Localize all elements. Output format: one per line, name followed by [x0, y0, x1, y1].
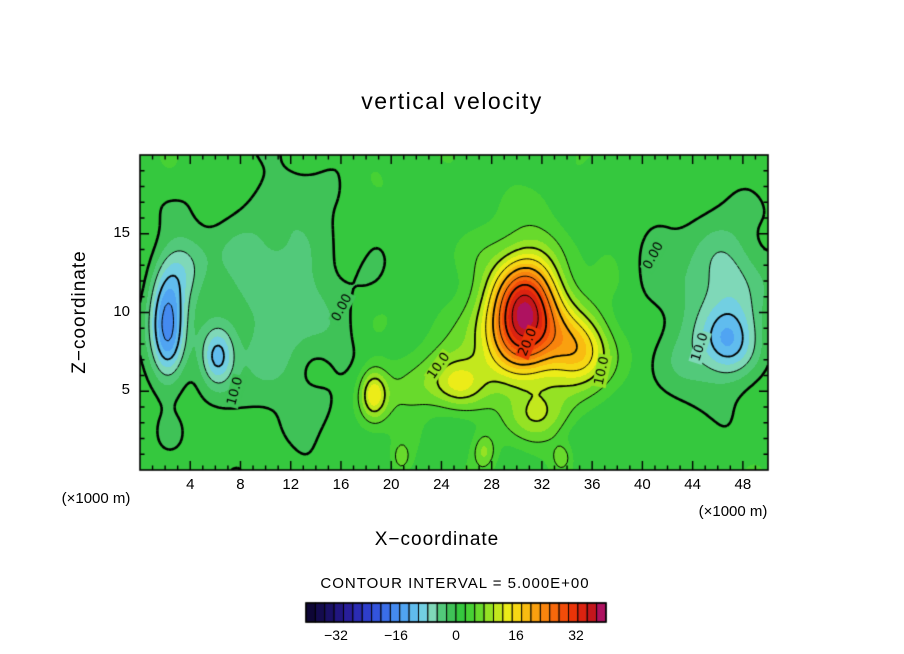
x-tick-label: 8 — [236, 476, 245, 493]
x-tick-label: 24 — [433, 476, 450, 493]
colorbar-tick-label: −16 — [384, 627, 408, 643]
y-tick-label: 15 — [113, 223, 130, 241]
x-tick-label: 28 — [483, 476, 501, 493]
y-tick-label: 10 — [113, 302, 130, 320]
x-unit-label-left: (×1000 m) — [61, 490, 131, 507]
x-tick-label: 40 — [634, 476, 651, 493]
y-tick-label: 5 — [121, 381, 130, 399]
colorbar-tick-label: −32 — [324, 627, 348, 643]
contour-interval-label: CONTOUR INTERVAL = 5.000E+00 — [320, 575, 590, 592]
x-unit-label-right: (×1000 m) — [698, 503, 768, 520]
colorbar-tick-label: 0 — [452, 627, 460, 643]
x-axis-title: X−coordinate — [374, 529, 500, 550]
colorbar-tick-label: 16 — [508, 627, 524, 643]
colorbar-tick-label: 32 — [568, 627, 584, 643]
x-tick-label: 32 — [533, 476, 551, 493]
x-tick-label: 12 — [282, 476, 300, 493]
x-tick-label: 36 — [583, 476, 601, 493]
x-tick-label: 16 — [332, 476, 350, 493]
x-tick-label: 4 — [186, 476, 195, 493]
chart-title: vertical velocity — [361, 88, 543, 114]
x-tick-label: 44 — [684, 476, 701, 493]
x-tick-label: 20 — [382, 476, 400, 493]
x-tick-label: 48 — [734, 476, 752, 493]
